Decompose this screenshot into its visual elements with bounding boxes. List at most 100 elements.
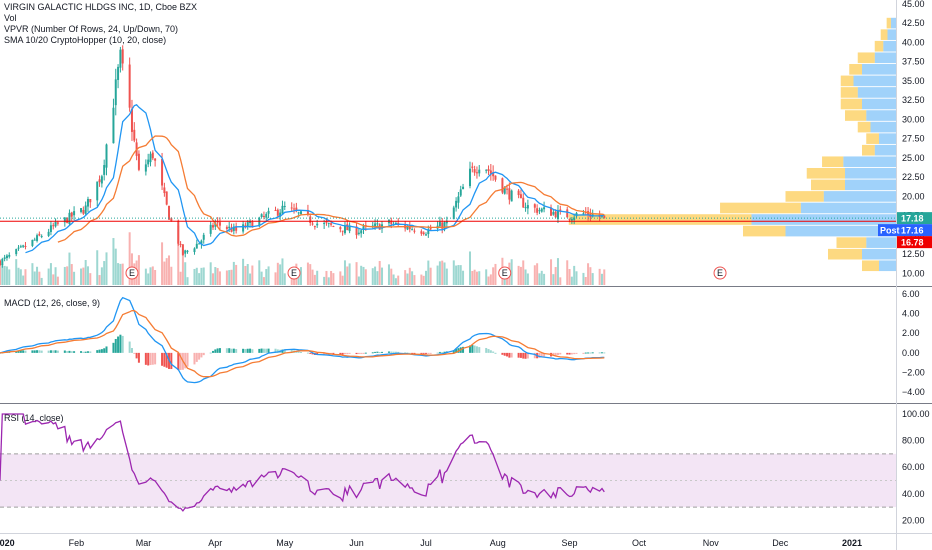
volume-profile-up: [862, 64, 896, 75]
macd-histogram-bar: [244, 349, 247, 353]
volume-bar: [151, 266, 154, 285]
macd-histogram-bar: [299, 352, 302, 354]
time-axis-label: Jun: [349, 538, 364, 548]
macd-axis-label: 4.00: [902, 309, 920, 319]
macd-histogram-bar: [411, 352, 414, 354]
macd-histogram-bar: [394, 351, 397, 353]
macd-histogram-bar: [242, 348, 245, 353]
sma-legend[interactable]: SMA 10/20 CryptoHopper (10, 20, close): [4, 35, 167, 45]
candle-body: [559, 209, 562, 211]
volume-bar: [80, 268, 83, 285]
candle-body: [325, 221, 328, 223]
volume-bar: [33, 271, 36, 285]
volume-bar: [3, 265, 6, 285]
macd-histogram-bar: [98, 349, 101, 353]
candle-body: [343, 225, 346, 234]
volume-bar: [82, 267, 85, 285]
vpvr-legend[interactable]: VPVR (Number Of Rows, 24, Up/Down, 70): [4, 24, 179, 34]
candle-body: [397, 222, 400, 225]
candle-body: [311, 223, 314, 225]
volume-bar: [374, 266, 377, 285]
macd-histogram-bar: [587, 352, 590, 354]
volume-bar: [274, 272, 277, 285]
macd-legend[interactable]: MACD (12, 26, close, 9): [4, 298, 101, 308]
volume-bar: [425, 270, 428, 285]
volume-bar: [186, 277, 189, 285]
volume-bar: [209, 262, 212, 285]
volume-legend[interactable]: Vol: [4, 13, 17, 23]
volume-profile-up: [862, 248, 896, 260]
macd-histogram-bar: [36, 350, 39, 353]
macd-axis-label: 0.00: [902, 348, 920, 358]
time-axis-label: Nov: [703, 538, 720, 548]
volume-profile-down: [836, 237, 867, 248]
volume-bar: [339, 271, 342, 285]
candle-body: [246, 221, 249, 227]
macd-histogram-bar: [573, 352, 576, 355]
macd-histogram-bar: [404, 352, 407, 354]
macd-histogram-bar: [420, 352, 423, 354]
candle-body: [510, 190, 513, 202]
volume-bar: [378, 260, 381, 285]
volume-bar: [468, 251, 471, 285]
volume-bar: [184, 262, 187, 285]
macd-histogram-bar: [494, 352, 497, 354]
macd-histogram-bar: [249, 348, 252, 353]
volume-bar: [70, 264, 73, 285]
volume-profile-up: [843, 156, 896, 168]
macd-histogram-bar: [364, 352, 367, 354]
symbol-title[interactable]: VIRGIN GALACTIC HLDGS INC, 1D, Cboe BZX: [4, 2, 198, 12]
macd-histogram-bar: [438, 351, 441, 353]
macd-histogram-bar: [522, 352, 525, 359]
macd-histogram-bar: [357, 352, 360, 355]
candle-body: [452, 207, 455, 220]
candle-body: [70, 212, 73, 217]
candle-body: [341, 230, 344, 232]
prev-close-tag-bg: [897, 236, 932, 249]
candle-body: [22, 245, 25, 247]
macd-histogram-bar: [198, 352, 201, 360]
macd-axis-label: −4.00: [902, 387, 925, 397]
volume-bar: [332, 273, 335, 285]
candle-body: [543, 207, 546, 210]
macd-axis-label: 2.00: [902, 328, 920, 338]
candle-body: [357, 232, 360, 234]
volume-bar: [485, 269, 488, 285]
macd-histogram-bar: [591, 352, 594, 354]
volume-bar: [582, 272, 585, 285]
volume-bar: [603, 269, 606, 285]
volume-bar: [40, 277, 43, 285]
candle-body: [212, 225, 215, 228]
macd-histogram-bar: [200, 352, 203, 358]
macd-histogram-bar: [54, 350, 57, 353]
earnings-marker-label: E: [129, 268, 135, 278]
macd-histogram-bar: [170, 352, 173, 370]
macd-histogram-bar: [80, 351, 83, 353]
volume-bar: [31, 263, 34, 285]
candle-body: [66, 217, 69, 223]
volume-bar: [556, 258, 559, 285]
volume-bar: [538, 273, 541, 285]
volume-profile-down: [811, 179, 845, 191]
volume-bar: [246, 264, 249, 285]
rsi-legend[interactable]: RSI (14, close): [4, 413, 64, 423]
candle-body: [279, 212, 282, 217]
earnings-marker: [498, 266, 512, 280]
macd-histogram-bar: [135, 352, 138, 359]
candle-body: [52, 225, 55, 227]
macd-histogram-bar: [526, 352, 529, 359]
volume-bar: [47, 268, 50, 285]
volume-profile-down: [845, 110, 867, 121]
macd-histogram-bar: [306, 352, 309, 354]
macd-histogram-bar: [517, 352, 520, 358]
macd-histogram-bar: [184, 352, 187, 369]
volume-bar: [8, 269, 11, 285]
macd-histogram-bar: [82, 351, 85, 353]
price-axis-label: 32.50: [902, 95, 925, 105]
volume-profile-down: [886, 17, 891, 29]
volume-bar: [128, 232, 131, 285]
candle-body: [473, 169, 476, 173]
macd-histogram-bar: [151, 352, 154, 365]
candle-body: [330, 223, 333, 225]
